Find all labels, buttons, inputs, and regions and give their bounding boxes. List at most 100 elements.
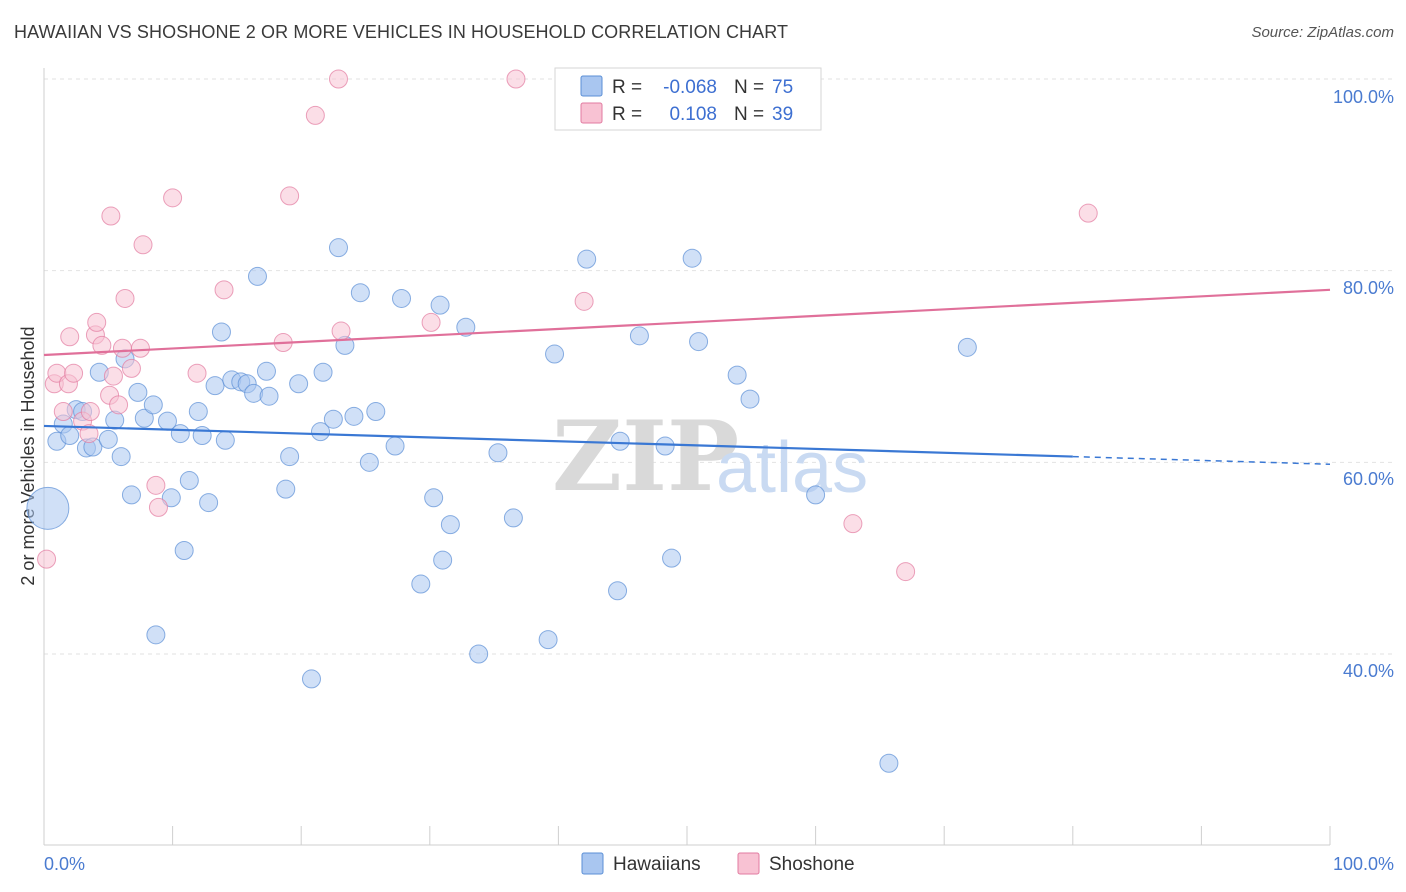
chart-title: HAWAIIAN VS SHOSHONE 2 OR MORE VEHICLES … — [14, 22, 789, 42]
point-hawaiians-68 — [682, 248, 702, 268]
point-shoshone-20 — [130, 338, 150, 358]
point-shoshone-32 — [421, 312, 441, 332]
bottom-legend-label-shoshone: Shoshone — [769, 854, 855, 875]
trend-lines — [43, 288, 1331, 465]
point-shoshone-3 — [53, 402, 73, 422]
point-hawaiians-36 — [276, 479, 296, 499]
point-shoshone-33 — [506, 69, 526, 89]
point-hawaiians-43 — [328, 238, 348, 258]
x-ticks — [43, 826, 1331, 845]
point-hawaiians-56 — [456, 317, 476, 337]
point-hawaiians-74 — [957, 337, 977, 357]
point-hawaiians-67 — [662, 548, 682, 568]
point-hawaiians-0 — [26, 486, 70, 530]
point-shoshone-23 — [148, 497, 168, 517]
point-shoshone-26 — [214, 280, 234, 300]
point-shoshone-25 — [187, 363, 207, 383]
point-shoshone-28 — [280, 186, 300, 206]
legend-r-value-shoshone: 0.108 — [669, 104, 717, 125]
point-hawaiians-70 — [727, 365, 747, 385]
point-hawaiians-9 — [98, 429, 118, 449]
point-hawaiians-42 — [323, 409, 343, 429]
point-hawaiians-24 — [192, 426, 212, 445]
point-hawaiians-45 — [344, 406, 364, 426]
y-tick-label-80: 80.0% — [1343, 278, 1394, 298]
point-hawaiians-39 — [301, 669, 321, 689]
point-hawaiians-54 — [433, 550, 453, 570]
point-shoshone-6 — [64, 363, 84, 383]
point-hawaiians-34 — [259, 386, 279, 406]
point-hawaiians-53 — [430, 295, 450, 315]
point-hawaiians-61 — [545, 344, 565, 364]
point-hawaiians-49 — [385, 436, 405, 456]
legend-r-label-hawaiians: R = — [612, 77, 642, 98]
bottom-legend-swatch-hawaiians — [581, 852, 604, 875]
point-hawaiians-69 — [689, 332, 709, 352]
point-hawaiians-17 — [146, 625, 166, 645]
point-hawaiians-25 — [199, 493, 219, 513]
point-hawaiians-50 — [392, 288, 412, 308]
stats-legend: R = -0.068 N = 75 R = 0.108 N = 39 — [554, 67, 822, 131]
legend-swatch-hawaiians — [580, 75, 603, 97]
y-tick-label-40: 40.0% — [1343, 661, 1394, 681]
point-hawaiians-28 — [215, 430, 235, 450]
legend-n-label-hawaiians: N = — [734, 77, 764, 98]
point-hawaiians-63 — [608, 581, 628, 601]
series-legend: Hawaiians Shoshone — [581, 852, 855, 875]
point-hawaiians-26 — [205, 376, 225, 396]
point-shoshone-22 — [146, 475, 166, 495]
point-hawaiians-11 — [111, 447, 131, 467]
y-axis-title: 2 or more Vehicles in Household — [18, 326, 38, 585]
point-hawaiians-66 — [655, 436, 675, 456]
chart-source: Source: ZipAtlas.com — [1251, 24, 1394, 41]
point-hawaiians-65 — [629, 326, 649, 346]
point-hawaiians-48 — [366, 402, 386, 422]
y-tick-labels: 40.0% 60.0% 80.0% 100.0% — [1333, 87, 1394, 681]
point-shoshone-31 — [331, 321, 351, 341]
point-hawaiians-58 — [488, 443, 508, 463]
point-shoshone-8 — [79, 424, 99, 444]
point-shoshone-9 — [80, 402, 100, 422]
point-shoshone-12 — [92, 335, 112, 355]
bottom-legend-label-hawaiians: Hawaiians — [613, 854, 701, 875]
point-shoshone-15 — [103, 366, 123, 386]
bottom-legend-swatch-shoshone — [737, 852, 760, 875]
point-shoshone-34 — [574, 291, 594, 311]
point-hawaiians-13 — [121, 485, 141, 505]
point-hawaiians-59 — [503, 508, 523, 528]
trend-line-hawaiians — [43, 424, 1073, 458]
point-shoshone-0 — [37, 549, 57, 569]
point-hawaiians-60 — [538, 630, 558, 650]
point-hawaiians-27 — [211, 322, 231, 342]
point-hawaiians-3 — [60, 426, 80, 445]
point-hawaiians-37 — [280, 447, 300, 467]
watermark-atlas: atlas — [716, 428, 868, 508]
point-hawaiians-35 — [256, 361, 276, 381]
legend-n-label-shoshone: N = — [734, 104, 764, 125]
point-shoshone-14 — [101, 206, 121, 226]
point-hawaiians-15 — [134, 408, 154, 428]
point-hawaiians-41 — [313, 362, 333, 382]
point-shoshone-24 — [163, 188, 183, 208]
point-hawaiians-32 — [244, 383, 264, 403]
point-shoshone-16 — [109, 395, 129, 415]
point-hawaiians-73 — [879, 753, 899, 773]
point-hawaiians-40 — [310, 422, 330, 442]
legend-n-value-hawaiians: 75 — [772, 77, 793, 98]
point-shoshone-11 — [87, 312, 107, 332]
gridlines — [44, 78, 1392, 655]
x-tick-label-min: 0.0% — [44, 854, 85, 874]
point-hawaiians-51 — [411, 574, 431, 594]
trend-line-shoshone — [43, 288, 1331, 357]
point-hawaiians-22 — [179, 471, 199, 491]
legend-r-value-hawaiians: -0.068 — [663, 77, 717, 98]
point-shoshone-21 — [133, 235, 153, 255]
point-hawaiians-21 — [174, 541, 194, 560]
point-hawaiians-16 — [143, 395, 163, 415]
data-points — [26, 69, 1098, 773]
point-hawaiians-38 — [289, 374, 309, 394]
point-shoshone-18 — [115, 288, 135, 308]
point-hawaiians-71 — [740, 389, 760, 409]
point-hawaiians-23 — [188, 402, 208, 422]
